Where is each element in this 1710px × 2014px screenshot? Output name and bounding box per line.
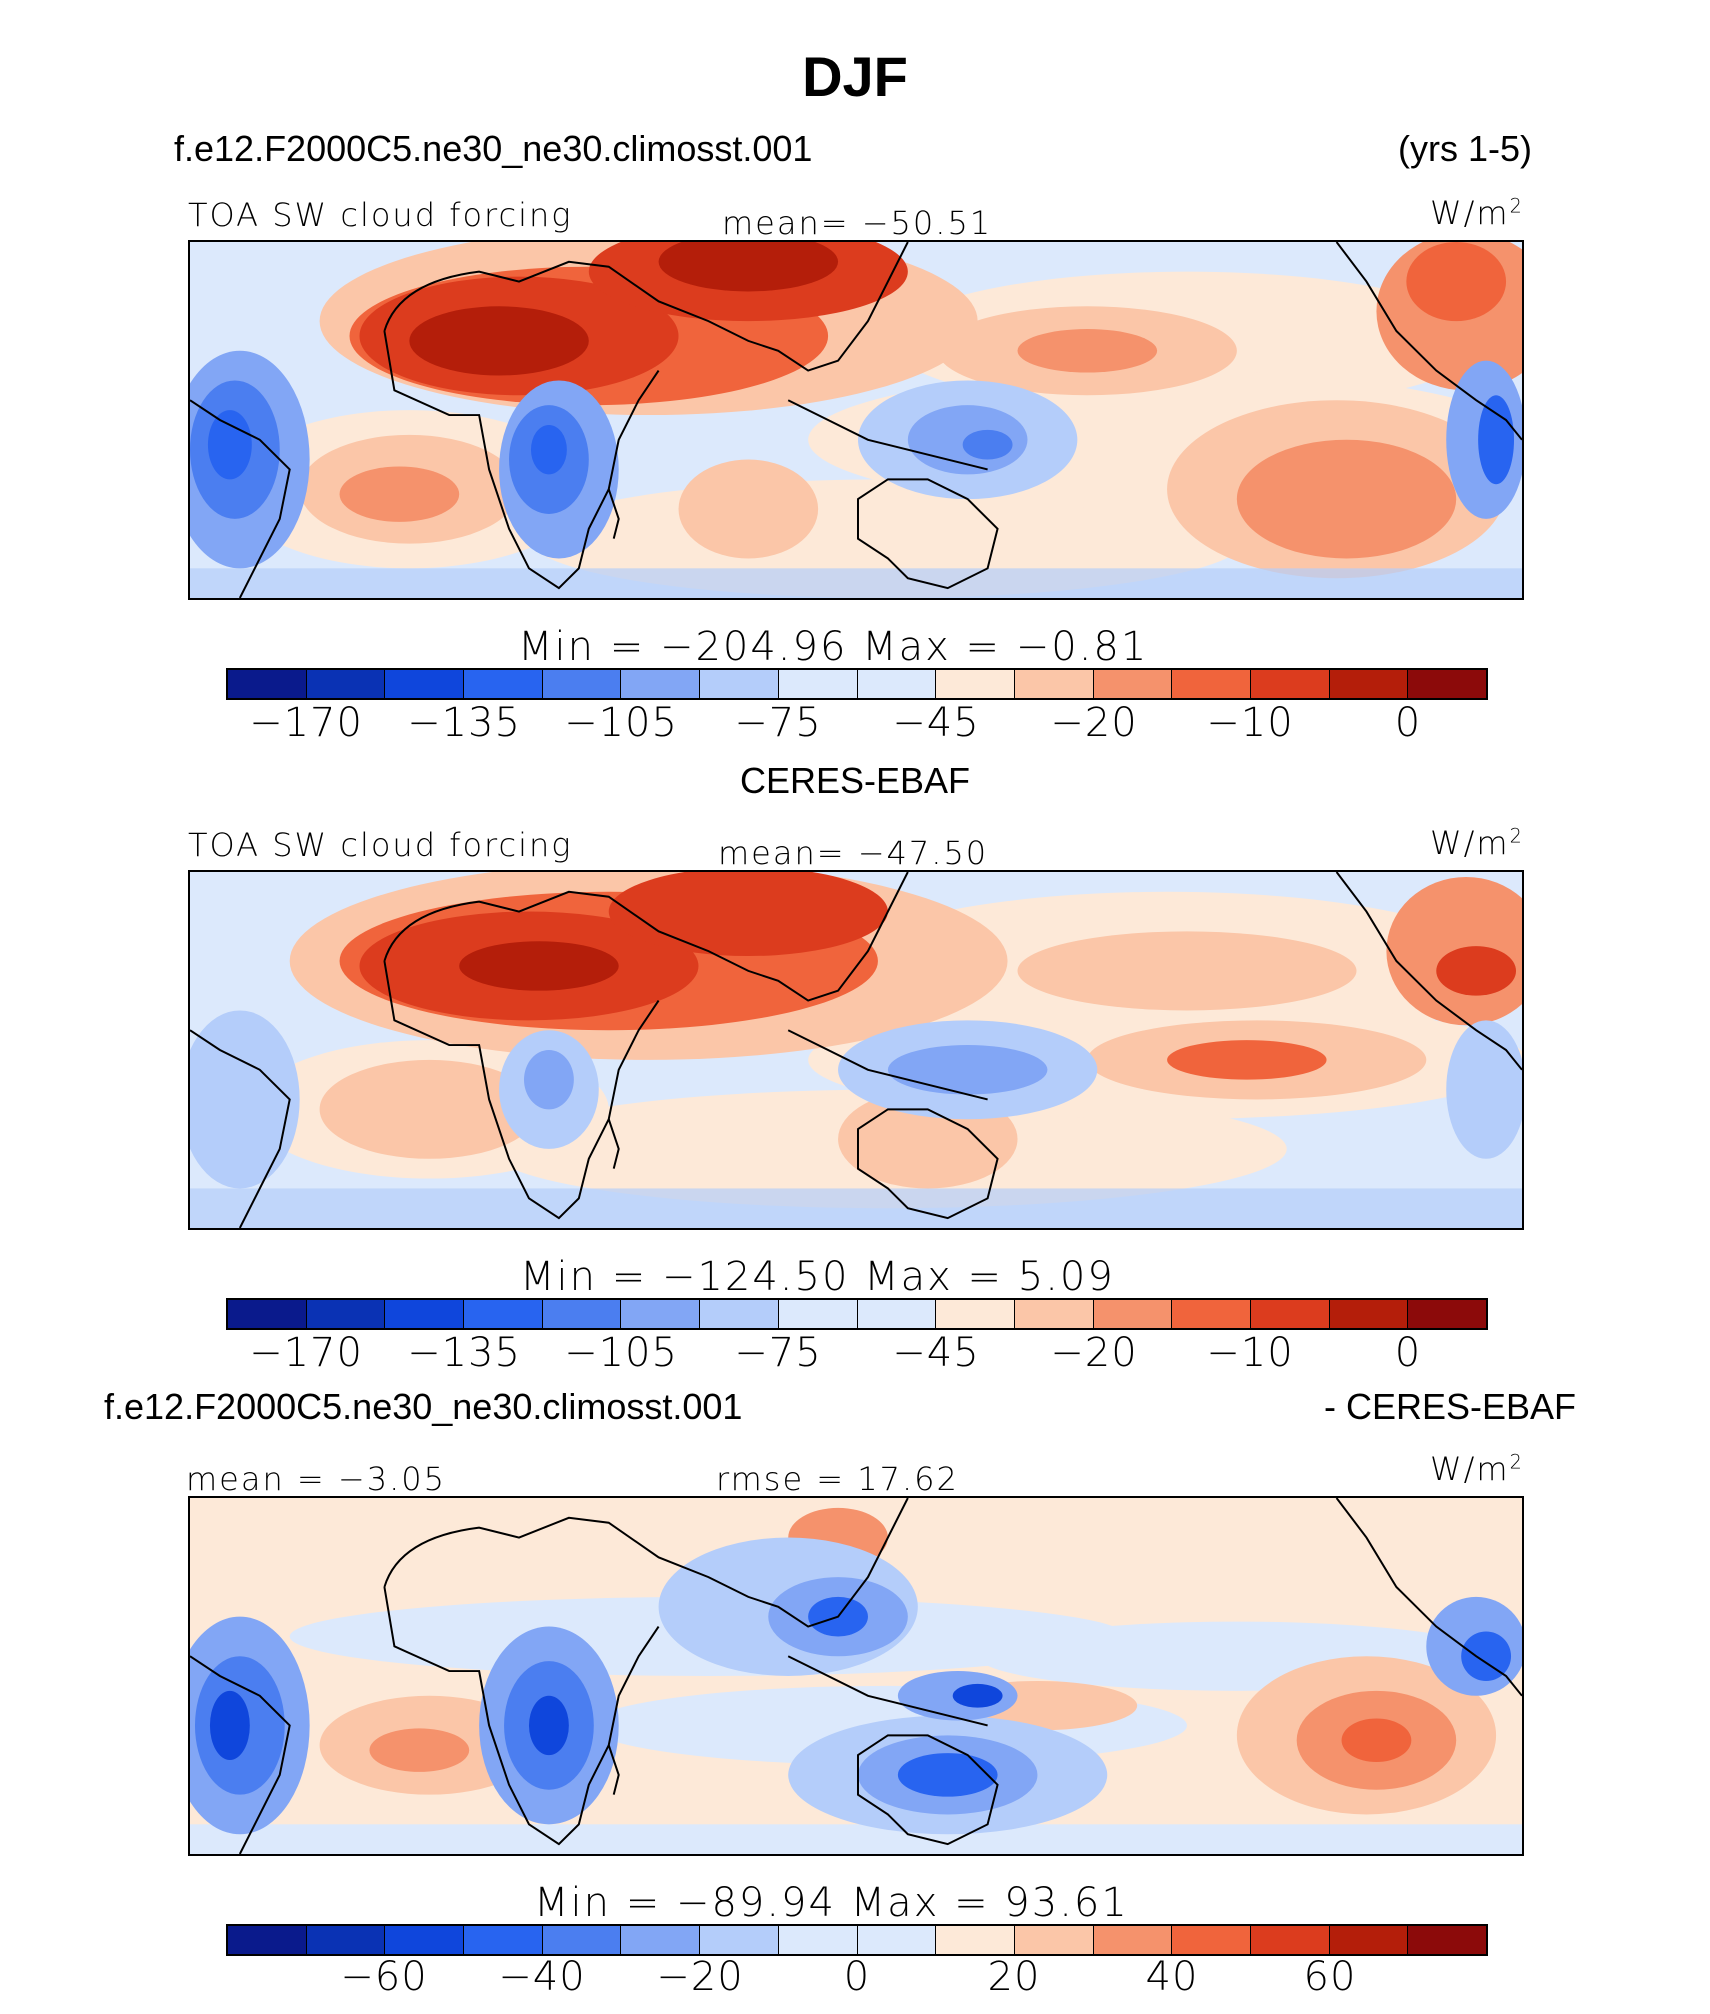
colorbar-box <box>1172 1300 1251 1328</box>
colorbar-box <box>464 1926 543 1954</box>
panel3-rmse: rmse = 17.62 <box>716 1460 959 1498</box>
colorbar-box <box>1329 670 1409 698</box>
panel3-tick: 0 <box>843 1954 871 2000</box>
panel1-map <box>188 240 1524 600</box>
panel2-units: W/m2 <box>1430 824 1524 862</box>
colorbar-box <box>778 1300 858 1328</box>
panel3-tick: 60 <box>1303 1954 1357 2000</box>
panel1-tick: −135 <box>407 700 521 746</box>
panel3-minmax: Min = −89.94 Max = 93.61 <box>534 1880 1129 1926</box>
panel3-tick: 40 <box>1145 1954 1199 2000</box>
panel1-tick: −170 <box>249 700 363 746</box>
colorbar-box <box>1250 1300 1330 1328</box>
colorbar-box <box>306 1300 386 1328</box>
panel3-minus-label: - CERES-EBAF <box>1324 1386 1577 1427</box>
colorbar-box <box>936 1300 1015 1328</box>
panel1-tick: −75 <box>734 700 822 746</box>
colorbar-box <box>1172 670 1251 698</box>
panel2-map <box>188 870 1524 1230</box>
colorbar-box <box>1014 1926 1094 1954</box>
colorbar-box <box>542 1926 622 1954</box>
panel2-colorbar <box>226 1298 1488 1330</box>
panel2-tick: −135 <box>407 1330 521 1376</box>
colorbar-box <box>1250 670 1330 698</box>
panel2-tick: 0 <box>1394 1330 1422 1376</box>
colorbar-box <box>936 670 1015 698</box>
colorbar-box <box>542 1300 622 1328</box>
panel2-case-name: CERES-EBAF <box>739 760 971 801</box>
colorbar-box <box>1329 1926 1409 1954</box>
panel1-tick: −20 <box>1050 700 1138 746</box>
colorbar-box <box>306 670 386 698</box>
colorbar-box <box>700 1926 779 1954</box>
panel1-minmax: Min = −204.96 Max = −0.81 <box>518 624 1149 670</box>
colorbar-box <box>936 1926 1015 1954</box>
panel1-tick: −45 <box>892 700 980 746</box>
colorbar-box <box>621 1300 701 1328</box>
colorbar-box <box>228 670 307 698</box>
colorbar-box <box>700 1300 779 1328</box>
colorbar-box <box>464 670 543 698</box>
panel3-case-name: f.e12.F2000C5.ne30_ne30.climosst.001 <box>104 1386 743 1427</box>
colorbar-box <box>1093 670 1173 698</box>
colorbar-box <box>1329 1300 1409 1328</box>
colorbar-box <box>1408 670 1486 698</box>
colorbar-box <box>1014 1300 1094 1328</box>
panel3-tick: −60 <box>340 1954 428 2000</box>
panel1-tick: 0 <box>1394 700 1422 746</box>
colorbar-box <box>1172 1926 1251 1954</box>
panel1-tick: −105 <box>564 700 678 746</box>
colorbar-box <box>464 1300 543 1328</box>
panel2-tick: −45 <box>892 1330 980 1376</box>
panel1-variable: TOA SW cloud forcing <box>188 196 573 234</box>
panel3-tick: 20 <box>987 1954 1041 2000</box>
panel1-units: W/m2 <box>1430 194 1524 232</box>
panel2-variable: TOA SW cloud forcing <box>188 826 573 864</box>
colorbar-box <box>857 1926 937 1954</box>
panel1-years: (yrs 1-5) <box>1398 128 1532 169</box>
colorbar-box <box>228 1300 307 1328</box>
panel3-units: W/m2 <box>1430 1450 1524 1488</box>
colorbar-box <box>1014 670 1094 698</box>
panel2-tick: −20 <box>1050 1330 1138 1376</box>
panel1-case-name: f.e12.F2000C5.ne30_ne30.climosst.001 <box>174 128 813 169</box>
panel3-tick: −20 <box>656 1954 744 2000</box>
panel1-tick: −10 <box>1206 700 1294 746</box>
panel2-tick: −75 <box>734 1330 822 1376</box>
panel1-mean: mean= −50.51 <box>722 204 993 242</box>
panel2-tick: −170 <box>249 1330 363 1376</box>
colorbar-box <box>857 1300 937 1328</box>
colorbar-box <box>778 1926 858 1954</box>
colorbar-box <box>228 1926 307 1954</box>
colorbar-box <box>857 670 937 698</box>
panel2-tick: −105 <box>564 1330 678 1376</box>
colorbar-box <box>1408 1926 1486 1954</box>
panel2-tick: −10 <box>1206 1330 1294 1376</box>
panel3-colorbar <box>226 1924 1488 1956</box>
colorbar-box <box>1093 1300 1173 1328</box>
colorbar-box <box>621 1926 701 1954</box>
panel3-tick: −40 <box>498 1954 586 2000</box>
colorbar-box <box>700 670 779 698</box>
colorbar-box <box>1250 1926 1330 1954</box>
panel3-map <box>188 1496 1524 1856</box>
panel3-mean: mean = −3.05 <box>186 1460 446 1498</box>
colorbar-box <box>306 1926 386 1954</box>
colorbar-box <box>778 670 858 698</box>
panel1-colorbar <box>226 668 1488 700</box>
colorbar-box <box>385 1300 465 1328</box>
colorbar-box <box>385 670 465 698</box>
colorbar-box <box>1093 1926 1173 1954</box>
colorbar-box <box>1408 1300 1486 1328</box>
panel2-minmax: Min = −124.50 Max = 5.09 <box>520 1254 1115 1300</box>
figure-title: DJF <box>802 45 908 108</box>
panel2-mean: mean= −47.50 <box>718 834 989 872</box>
colorbar-box <box>542 670 622 698</box>
colorbar-box <box>621 670 701 698</box>
colorbar-box <box>385 1926 465 1954</box>
